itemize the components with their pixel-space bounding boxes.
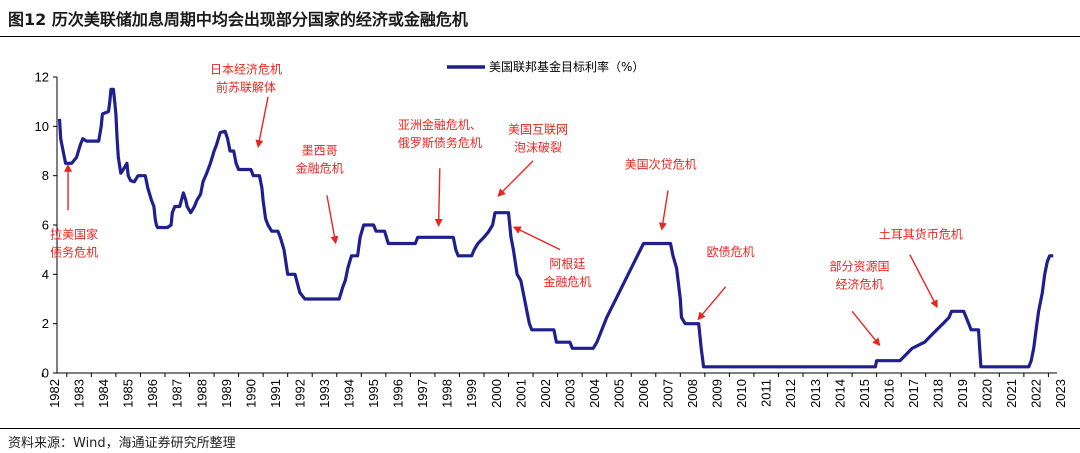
- y-tick-label: 8: [42, 168, 49, 183]
- series-line-0: [57, 87, 1054, 369]
- annotation-resource: 部分资源国: [829, 259, 889, 274]
- annotation-arrow: [851, 310, 881, 347]
- x-tick-label: 2021: [1004, 379, 1019, 408]
- x-tick-label: 1996: [391, 379, 406, 408]
- legend-label: 美国联邦基金目标利率（%）: [489, 59, 644, 74]
- legend: 美国联邦基金目标利率（%）: [447, 59, 644, 74]
- annotation-mexico: 墨西哥: [302, 144, 338, 158]
- x-tick-label: 1988: [194, 379, 209, 408]
- annotation-asia-russia: 俄罗斯债务危机: [398, 135, 482, 150]
- x-tick-label: 1991: [268, 379, 283, 408]
- annotation-turkey: 土耳其货币危机: [879, 227, 963, 242]
- annotation-latam-debt: 拉美国家: [50, 227, 98, 242]
- x-tick-label: 2000: [489, 379, 504, 408]
- annotation-arrow: [326, 195, 339, 245]
- x-tick-label: 2016: [881, 379, 896, 408]
- x-tick-label: 2009: [710, 379, 725, 408]
- annotation-latam-debt: 债务危机: [50, 245, 98, 260]
- x-tick-label: 1992: [292, 379, 307, 408]
- annotation-arrow: [512, 226, 561, 251]
- y-tick-label: 0: [42, 366, 49, 381]
- x-tick-label: 1990: [243, 379, 258, 408]
- x-tick-label: 2003: [562, 379, 577, 408]
- x-tick-label: 2010: [734, 379, 749, 408]
- x-tick-label: 2013: [808, 379, 823, 408]
- annotation-arrow: [434, 168, 443, 227]
- x-tick-label: 2014: [832, 379, 847, 408]
- x-tick-label: 2004: [587, 379, 602, 408]
- x-tick-label: 2005: [611, 379, 626, 408]
- x-tick-label: 2001: [513, 379, 528, 408]
- annotation-dotcom: 泡沫破裂: [514, 140, 562, 155]
- x-tick-label: 1983: [72, 379, 87, 408]
- chart-title: 图12 历次美联储加息周期中均会出现部分国家的经济或金融危机: [8, 10, 468, 29]
- annotation-arrow: [697, 286, 727, 321]
- x-tick-label: 1993: [317, 379, 332, 408]
- annotation-arrow: [909, 254, 938, 309]
- x-tick-label: 1998: [440, 379, 455, 408]
- axes: 0 2 4 6 8 10 12 1982 1983 1984 1985 1986 1987 1988 198…: [35, 70, 1069, 408]
- annotation-subprime: 美国次贷危机: [625, 157, 697, 171]
- x-tick-label: 2018: [930, 379, 945, 408]
- x-tick-label: 1986: [145, 379, 160, 408]
- annotation-japan-ussr: 前苏联解体: [216, 79, 276, 94]
- x-tick-label: 2008: [685, 379, 700, 408]
- annotation-mexico: 金融危机: [296, 161, 344, 176]
- x-tick-label: 1994: [342, 379, 357, 408]
- annotation-arrow: [255, 96, 269, 149]
- series-layer: [57, 87, 1054, 369]
- y-tick-label: 12: [35, 70, 49, 85]
- x-tick-label: 2019: [955, 379, 970, 408]
- annotation-resource: 经济危机: [835, 277, 883, 292]
- x-tick-label: 1995: [366, 379, 381, 408]
- source-note: 资料来源：Wind，海通证券研究所整理: [8, 436, 236, 451]
- annotation-dotcom: 美国互联网: [508, 123, 568, 137]
- x-tick-label: 1987: [170, 379, 185, 408]
- x-tick-label: 2002: [538, 379, 553, 408]
- y-tick-label: 6: [42, 218, 49, 233]
- x-tick-label: 2012: [783, 379, 798, 408]
- x-tick-label: 2020: [980, 379, 995, 408]
- annotation-eurodebt: 欧债危机: [707, 245, 755, 259]
- x-tick-label: 2015: [857, 379, 872, 408]
- x-tick-label: 2022: [1029, 379, 1044, 408]
- top-divider: [0, 36, 1080, 37]
- annotation-arrow: [658, 190, 669, 231]
- x-tick-label: 2017: [906, 379, 921, 408]
- annotation-japan-ussr: 日本经济危机: [210, 61, 282, 76]
- x-tick-label: 2011: [759, 379, 774, 407]
- y-tick-label: 4: [42, 267, 49, 282]
- x-tick-label: 2006: [636, 379, 651, 408]
- annotation-argentina: 阿根廷: [549, 257, 585, 271]
- x-tick-label: 1997: [415, 379, 430, 408]
- x-tick-label: 1989: [219, 379, 234, 408]
- bottom-divider: [0, 428, 1080, 429]
- y-tick-label: 10: [35, 119, 49, 134]
- x-tick-label: 2007: [661, 379, 676, 408]
- x-tick-label: 2023: [1053, 379, 1068, 408]
- annotation-asia-russia: 亚洲金融危机、: [398, 117, 482, 132]
- y-tick-label: 2: [42, 316, 49, 331]
- x-tick-label: 1982: [47, 379, 62, 408]
- annotation-argentina: 金融危机: [543, 274, 591, 289]
- x-tick-label: 1984: [96, 379, 111, 408]
- annotation-arrow: [497, 160, 534, 197]
- x-tick-label: 1985: [121, 379, 136, 408]
- x-tick-label: 1999: [464, 379, 479, 408]
